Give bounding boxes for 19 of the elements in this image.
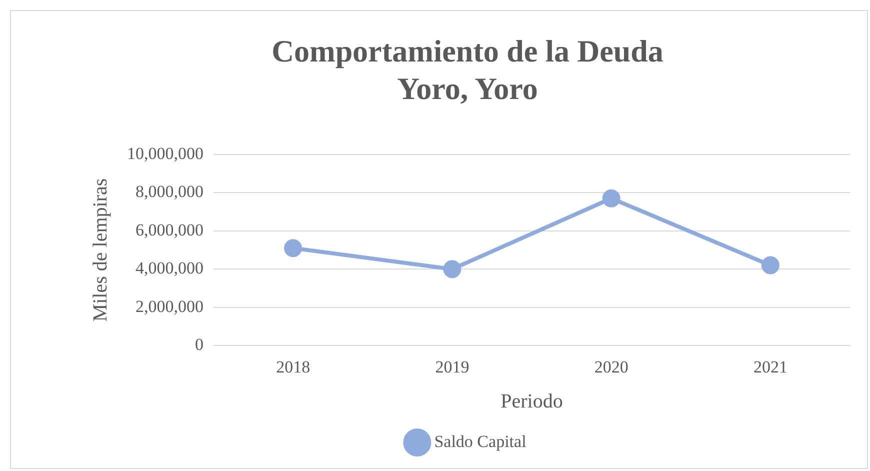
y-tick-label: 0 bbox=[195, 335, 204, 354]
x-tick-label: 2018 bbox=[276, 357, 310, 376]
text: Comportamiento de la Deuda bbox=[272, 34, 664, 69]
y-tick-label: 10,000,000 bbox=[127, 144, 204, 163]
point bbox=[602, 189, 620, 208]
point bbox=[761, 256, 780, 274]
x-tick-label: 2021 bbox=[753, 357, 788, 376]
x-axis-title: Periodo bbox=[500, 390, 563, 412]
point bbox=[443, 260, 462, 278]
y-tick-label: 8,000,000 bbox=[136, 182, 204, 202]
y-tick-label: 2,000,000 bbox=[136, 296, 204, 316]
x-tick-label: 2020 bbox=[594, 357, 628, 376]
text: Yoro, Yoro bbox=[397, 70, 538, 106]
y-tick-label: 6,000,000 bbox=[136, 220, 204, 240]
legend-label: Saldo Capital bbox=[434, 432, 527, 451]
x-tick-label: 2019 bbox=[435, 357, 470, 376]
point bbox=[284, 239, 302, 258]
y-tick-label: 4,000,000 bbox=[136, 258, 204, 278]
y-axis-title: Miles de lempiras bbox=[89, 178, 112, 322]
